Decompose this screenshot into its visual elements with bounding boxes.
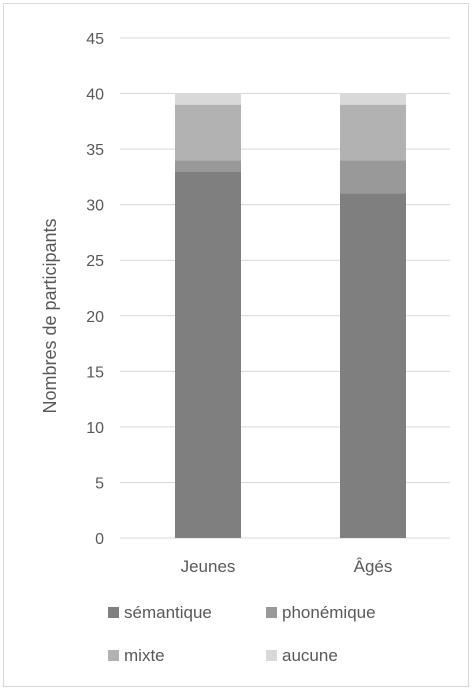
bar-jeunes-aucune: [175, 93, 241, 105]
bar-âgés-aucune: [340, 93, 406, 105]
y-tick-label: 30: [86, 198, 104, 215]
x-category-label: Jeunes: [181, 557, 236, 576]
legend-swatch-mixte: [108, 650, 119, 661]
bar-âgés-sémantique: [340, 193, 406, 539]
bars: [175, 93, 406, 539]
y-tick-label: 5: [95, 475, 104, 492]
legend-label-phonémique: phonémique: [282, 603, 376, 622]
bar-âgés-phonémique: [340, 160, 406, 194]
legend-swatch-phonémique: [266, 607, 277, 618]
legend-label-mixte: mixte: [124, 646, 165, 665]
bar-âgés-mixte: [340, 104, 406, 161]
y-tick-label: 0: [95, 531, 104, 548]
legend-label-aucune: aucune: [282, 646, 338, 665]
y-tick-label: 45: [86, 31, 104, 48]
x-axis-categories: Jeunes Âgés: [181, 557, 393, 576]
y-tick-label: 10: [86, 420, 104, 437]
y-tick-label: 20: [86, 309, 104, 326]
bar-jeunes-mixte: [175, 104, 241, 161]
legend-swatch-aucune: [266, 650, 277, 661]
y-tick-label: 40: [86, 87, 104, 104]
bar-jeunes-phonémique: [175, 160, 241, 172]
legend-swatch-sémantique: [108, 607, 119, 618]
legend-label-sémantique: sémantique: [124, 603, 212, 622]
legend: sémantique phonémique mixte aucune: [108, 603, 376, 665]
x-category-label: Âgés: [354, 557, 393, 576]
y-tick-label: 15: [86, 364, 104, 381]
y-axis-ticks: 0 5 10 15 20 25 30 35 40 45: [86, 31, 104, 548]
y-axis-label: Nombres de participants: [40, 218, 60, 413]
bar-jeunes-sémantique: [175, 171, 241, 539]
y-tick-label: 25: [86, 253, 104, 270]
y-tick-label: 35: [86, 142, 104, 159]
